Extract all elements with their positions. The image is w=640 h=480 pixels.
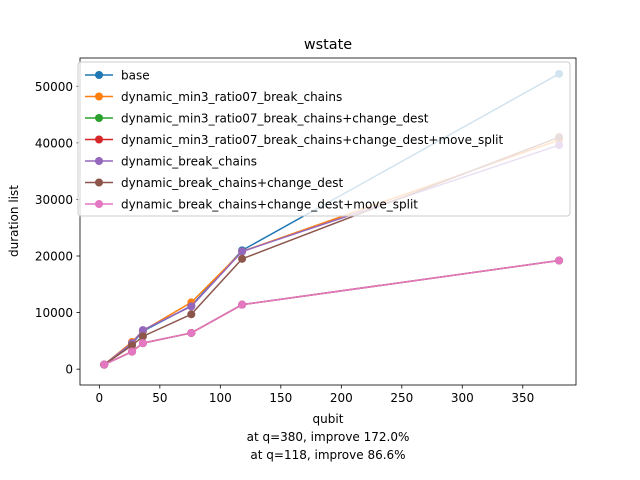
legend-item: dynamic_min3_ratio07_break_chains+change… bbox=[85, 112, 429, 126]
legend-item: dynamic_min3_ratio07_break_chains+change… bbox=[85, 133, 504, 147]
data-point bbox=[138, 339, 147, 348]
data-point bbox=[128, 347, 137, 356]
y-tick-label: 20000 bbox=[35, 250, 73, 264]
legend-swatch-marker bbox=[95, 135, 103, 144]
legend-label: dynamic_break_chains bbox=[121, 155, 257, 169]
x-axis: 0 50 100 150 200 250 300 350 bbox=[96, 385, 534, 405]
data-point bbox=[238, 247, 247, 256]
legend: base dynamic_min3_ratio07_break_chainsdyn… bbox=[77, 61, 571, 217]
legend-frame bbox=[77, 61, 571, 217]
legend-swatch-marker bbox=[95, 71, 103, 79]
y-tick-label: 0 bbox=[65, 363, 73, 377]
x-tick-label: 50 bbox=[152, 391, 167, 405]
x-tick-label: 300 bbox=[451, 391, 474, 405]
legend-item: base bbox=[85, 69, 150, 83]
legend-item: dynamic_break_chains+change_dest+move_sp… bbox=[85, 198, 418, 212]
data-point bbox=[187, 302, 196, 311]
y-tick-label: 50000 bbox=[35, 80, 73, 94]
series-line bbox=[103, 144, 560, 366]
series-line bbox=[103, 136, 560, 366]
y-tick-label: 40000 bbox=[35, 136, 73, 150]
legend-item: dynamic_break_chains+change_dest bbox=[85, 176, 343, 190]
legend-swatch-marker bbox=[95, 200, 103, 208]
data-point bbox=[100, 360, 109, 369]
legend-swatch-marker bbox=[95, 92, 103, 101]
legend-item: dynamic_break_chains bbox=[85, 155, 257, 169]
legend-item: dynamic_min3_ratio07_break_chains bbox=[85, 90, 342, 104]
chart-title: wstate bbox=[304, 37, 352, 53]
legend-label: base bbox=[121, 69, 150, 83]
data-point bbox=[555, 256, 564, 265]
legend-swatch-marker bbox=[95, 178, 103, 187]
data-point bbox=[128, 341, 137, 350]
y-axis-label: duration list bbox=[7, 185, 21, 257]
data-point bbox=[138, 326, 147, 335]
x-tick-label: 100 bbox=[209, 391, 232, 405]
x-tick-label: 200 bbox=[330, 391, 353, 405]
data-point bbox=[138, 332, 147, 341]
x-tick-label: 150 bbox=[269, 391, 292, 405]
legend-label: dynamic_min3_ratio07_break_chains bbox=[121, 90, 342, 104]
series-line bbox=[103, 259, 560, 366]
y-tick-label: 30000 bbox=[35, 193, 73, 207]
legend-swatch-marker bbox=[95, 114, 103, 122]
data-point bbox=[187, 328, 196, 337]
data-point bbox=[187, 310, 196, 319]
annotation-note-2: at q=118, improve 86.6% bbox=[250, 448, 405, 462]
legend-label: dynamic_min3_ratio07_break_chains+change… bbox=[121, 133, 504, 147]
y-tick-label: 10000 bbox=[35, 306, 73, 320]
legend-label: dynamic_min3_ratio07_break_chains+change… bbox=[121, 112, 429, 126]
x-tick-label: 250 bbox=[390, 391, 413, 405]
legend-label: dynamic_break_chains+change_dest bbox=[121, 176, 343, 190]
x-tick-label: 0 bbox=[96, 391, 104, 405]
plot-frame bbox=[79, 57, 577, 386]
legend-swatch-marker bbox=[95, 157, 103, 165]
legend-label: dynamic_break_chains+change_dest+move_sp… bbox=[121, 198, 418, 212]
series-6 bbox=[100, 256, 564, 369]
y-axis: 0 10000 20000 30000 40000 50000 bbox=[35, 80, 80, 377]
data-point bbox=[238, 300, 247, 309]
data-point bbox=[238, 254, 247, 263]
x-axis-label: qubit bbox=[313, 412, 344, 426]
x-tick-label: 350 bbox=[511, 391, 534, 405]
annotation-note-1: at q=380, improve 172.0% bbox=[247, 430, 410, 444]
